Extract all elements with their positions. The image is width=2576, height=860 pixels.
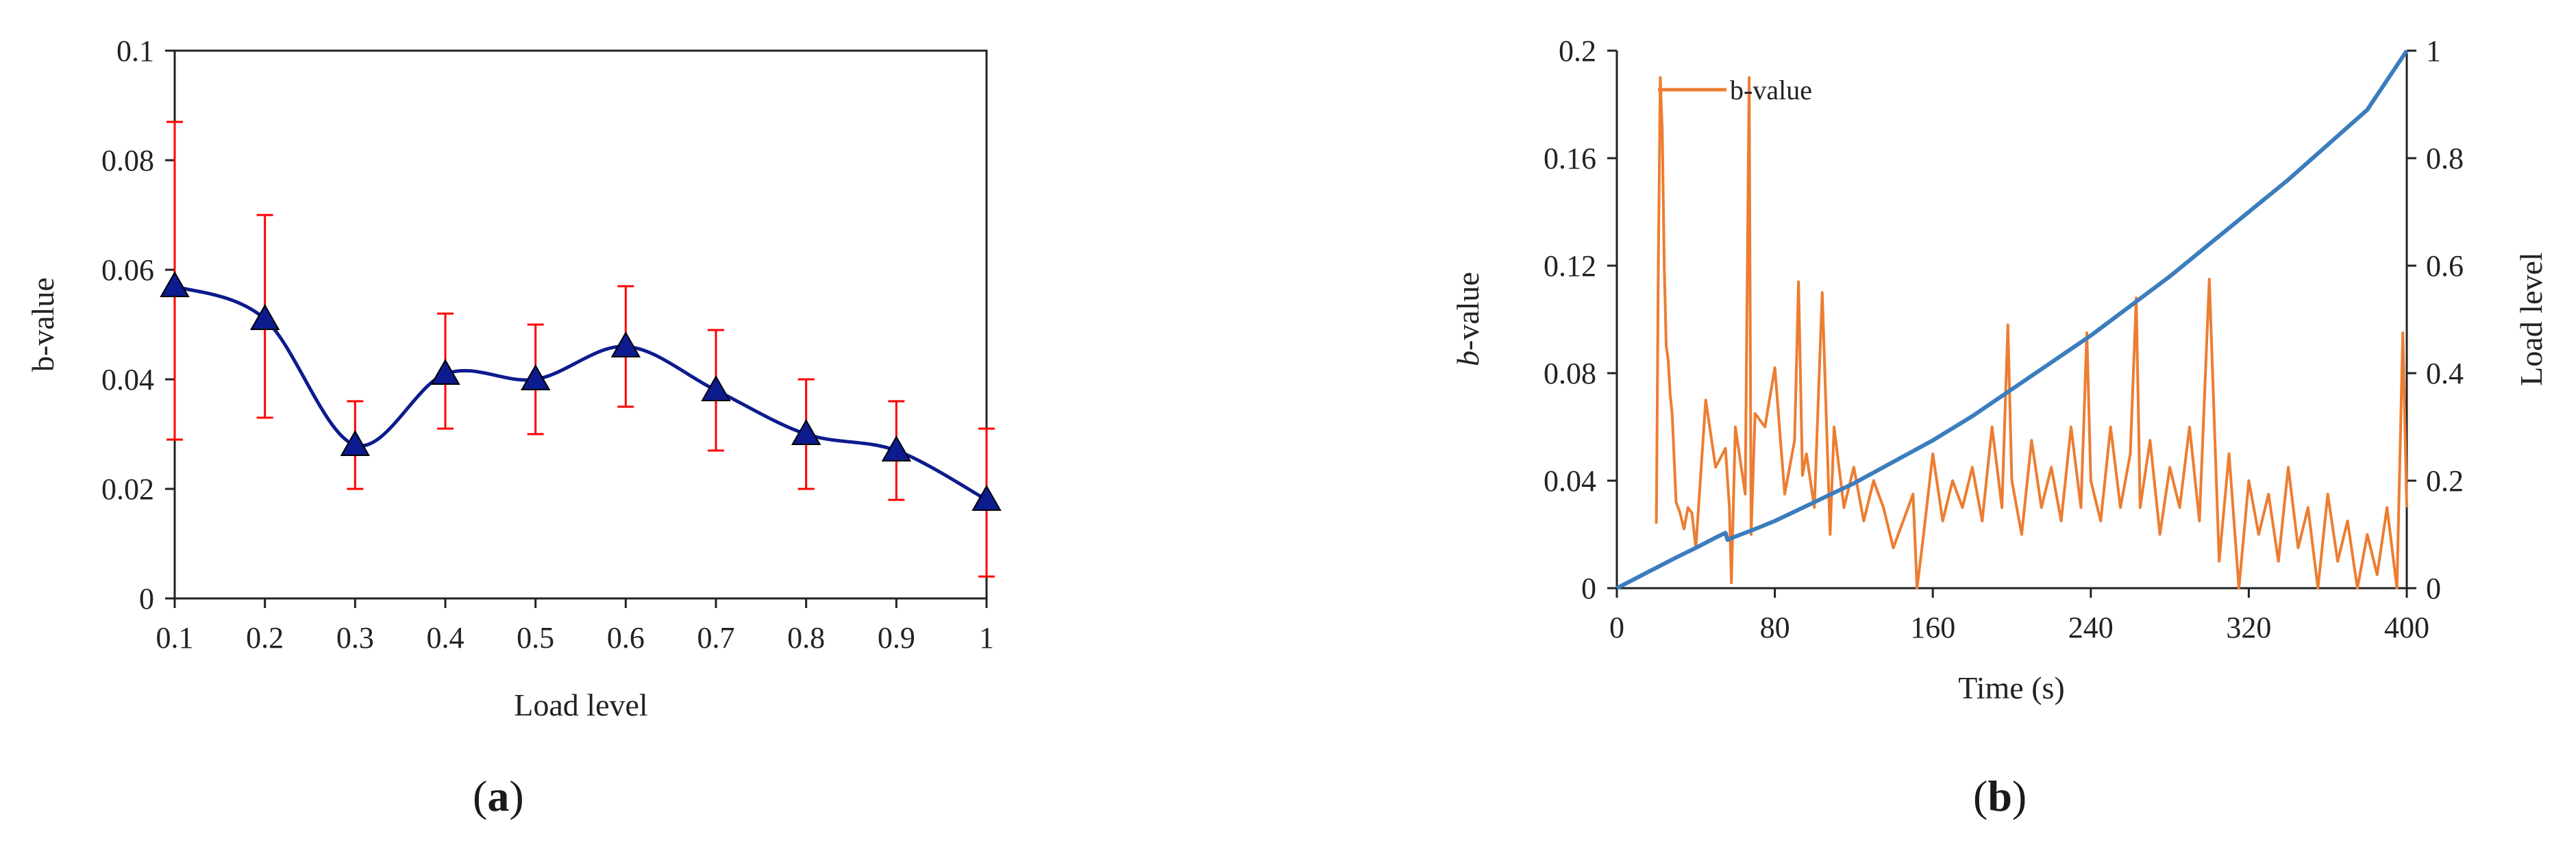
y2-tick-label-b: 0.4 bbox=[2426, 357, 2464, 390]
chart-panel-a: 00.020.040.060.080.1 0.1 0.2 0.3 0.4 0.5 0.6 0… bbox=[25, 34, 1002, 722]
y-tick-label-b: 0.08 bbox=[1544, 357, 1596, 390]
series-load-level-line bbox=[1615, 49, 2409, 590]
data-point-marker bbox=[160, 270, 190, 297]
x-tick-label-a: 0.5 bbox=[517, 621, 554, 655]
y2-tick-label-b: 0.8 bbox=[2426, 142, 2464, 175]
y-axis-ticks-b: 0 0.04 0.08 0.12 0.16 0.2 bbox=[1544, 34, 1617, 605]
x-tick-label-a: 1 bbox=[979, 621, 994, 655]
error-bars-a bbox=[166, 121, 995, 578]
y-axis-label-b-italic: b bbox=[1450, 351, 1485, 366]
data-point-marker bbox=[971, 484, 1002, 511]
y2-tick-label-b: 0.2 bbox=[2426, 464, 2464, 498]
data-point-marker bbox=[430, 358, 460, 385]
series-line-a bbox=[174, 284, 988, 502]
y-axis-label-b: b-value bbox=[1450, 272, 1485, 366]
series-line bbox=[174, 284, 988, 502]
x-tick-label-b: 160 bbox=[1910, 611, 1955, 644]
x-tick-label-a: 0.1 bbox=[156, 621, 194, 655]
y2-axis-ticks-b: 0 0.2 0.4 0.6 0.8 1 bbox=[2407, 34, 2464, 605]
x-axis-label-b: Time (s) bbox=[1958, 670, 2065, 705]
x-axis-label-a: Load level bbox=[514, 687, 647, 722]
caption-a: (a) bbox=[473, 771, 524, 822]
y-tick-label-b: 0.04 bbox=[1544, 464, 1596, 498]
data-point-marker bbox=[340, 429, 371, 456]
caption-b-letter: b bbox=[1987, 772, 2012, 820]
y-tick-label-a: 0.1 bbox=[116, 34, 154, 68]
y2-tick-label-b: 0.6 bbox=[2426, 249, 2464, 283]
x-tick-label-b: 80 bbox=[1760, 611, 1790, 644]
caption-a-close: ) bbox=[509, 772, 524, 820]
x-axis-ticks-a: 0.1 0.2 0.3 0.4 0.5 0.6 0.7 0.8 0.9 1 bbox=[156, 598, 994, 655]
chart-panel-b: 0 0.04 0.08 0.12 0.16 0.2 0 0.2 0.4 0.6 0.8 1 0 80 1… bbox=[1450, 34, 2549, 705]
caption-b-close: ) bbox=[2011, 772, 2027, 820]
series-b-value-line bbox=[1655, 76, 2408, 590]
caption-b: (b) bbox=[1973, 771, 2027, 822]
data-point-marker bbox=[610, 331, 641, 357]
series-b bbox=[1615, 49, 2409, 590]
caption-a-open: ( bbox=[473, 772, 488, 820]
x-tick-label-a: 0.9 bbox=[878, 621, 915, 655]
y-tick-label-b: 0 bbox=[1581, 572, 1596, 605]
plot-frame-a bbox=[173, 49, 988, 600]
x-tick-label-b: 240 bbox=[2068, 611, 2114, 644]
y-tick-label-a: 0.08 bbox=[101, 144, 154, 177]
x-tick-label-b: 400 bbox=[2384, 611, 2429, 644]
y-axis-ticks-a: 0 0.02 0.04 0.06 0.08 0.1 bbox=[101, 34, 175, 616]
y-tick-label-a: 0 bbox=[139, 582, 154, 616]
x-tick-label-a: 0.7 bbox=[697, 621, 735, 655]
y2-axis-label-b: Load level bbox=[2514, 252, 2549, 385]
x-tick-label-b: 0 bbox=[1609, 611, 1624, 644]
caption-a-letter: a bbox=[487, 772, 510, 820]
series-markers-a bbox=[160, 270, 1002, 511]
data-point-marker bbox=[881, 435, 912, 461]
y-tick-label-a: 0.06 bbox=[101, 253, 154, 287]
y-axis-label-b-rest: -value bbox=[1450, 272, 1485, 351]
data-point-marker bbox=[701, 375, 731, 401]
x-tick-label-a: 0.8 bbox=[787, 621, 825, 655]
x-tick-label-a: 0.4 bbox=[427, 621, 465, 655]
y2-tick-label-b: 1 bbox=[2426, 34, 2441, 68]
y-axis-label-a: b-value bbox=[25, 277, 60, 372]
data-point-marker bbox=[520, 364, 551, 390]
x-tick-label-b: 320 bbox=[2226, 611, 2271, 644]
y-tick-label-b: 0.12 bbox=[1544, 249, 1596, 283]
y-tick-label-b: 0.2 bbox=[1559, 34, 1596, 68]
x-tick-label-a: 0.3 bbox=[336, 621, 374, 655]
data-point-marker bbox=[791, 418, 821, 445]
y-tick-label-a: 0.02 bbox=[101, 472, 154, 506]
y-tick-label-b: 0.16 bbox=[1544, 142, 1596, 175]
x-tick-label-a: 0.6 bbox=[607, 621, 645, 655]
caption-b-open: ( bbox=[1973, 772, 1988, 820]
x-tick-label-a: 0.2 bbox=[246, 621, 284, 655]
data-point-marker bbox=[249, 303, 280, 330]
y2-tick-label-b: 0 bbox=[2426, 572, 2441, 605]
x-axis-ticks-b: 0 80 160 240 320 400 bbox=[1609, 588, 2429, 644]
legend-label-b-value: b-value bbox=[1730, 75, 1812, 105]
y-tick-label-a: 0.04 bbox=[101, 363, 154, 396]
